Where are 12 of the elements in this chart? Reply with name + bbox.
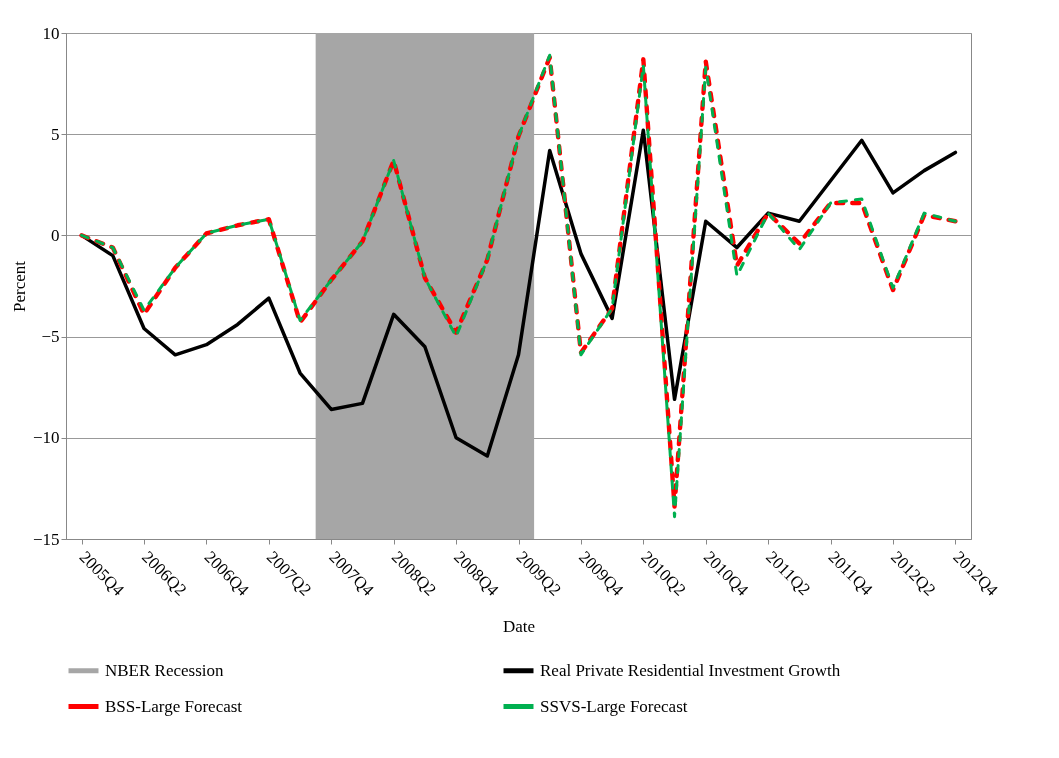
y-tick-label: −15 [32,529,60,549]
x-axis-title: Date [502,616,536,636]
y-tick-label: −5 [41,327,60,347]
y-axis-title: Percent [9,260,29,312]
legend-label: SSVS-Large Forecast [540,696,688,716]
legend-label: BSS-Large Forecast [105,696,243,716]
y-tick-label: 0 [51,225,60,245]
legend-label: Real Private Residential Investment Growth [540,660,841,680]
y-tick-label: 10 [42,23,60,43]
legend-label: NBER Recession [105,660,225,680]
y-tick-label: −10 [32,428,60,448]
y-tick-label: 5 [51,124,60,144]
